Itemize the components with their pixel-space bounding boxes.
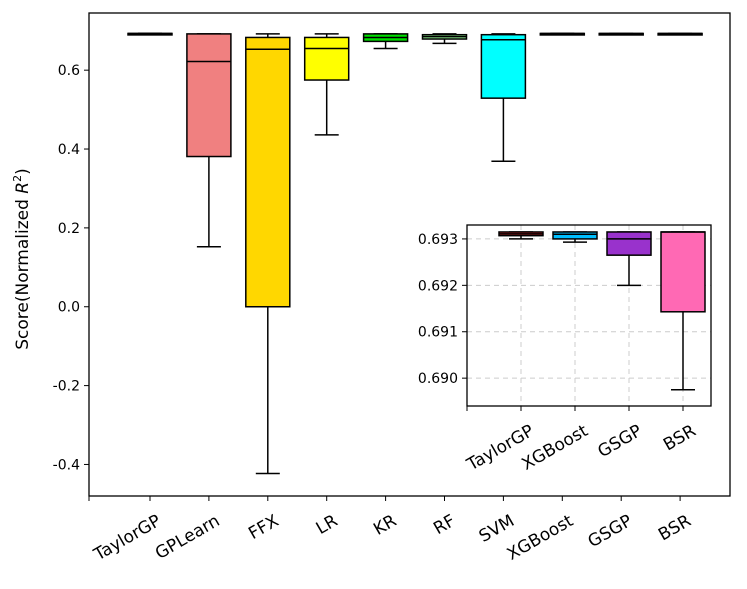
- y-axis-label-suffix: ): [13, 168, 33, 175]
- main-y-tick-label: -0.4: [53, 457, 80, 473]
- inset-box-gsgp: [606, 231, 652, 287]
- main-y-tick-label: 0.4: [58, 142, 80, 158]
- main-box-lr: [303, 33, 350, 136]
- main-box-rf: [421, 33, 468, 45]
- main-y-tick-label: 0.6: [58, 63, 80, 79]
- inset-axes-frame: [466, 224, 712, 407]
- main-box-gplearn: [186, 33, 232, 248]
- main-axes-frame: [88, 12, 731, 497]
- inset-box-xgboost: [552, 231, 598, 243]
- main-box-kr: [362, 33, 409, 50]
- inset-y-tick-label: 0.693: [418, 232, 458, 248]
- inset-box-body: [606, 231, 652, 256]
- main-y-tick-label: 0.0: [58, 300, 80, 316]
- main-box-body: [303, 36, 350, 81]
- main-box-body: [245, 36, 291, 308]
- main-y-tick-label: 0.2: [58, 221, 80, 237]
- main-box-taylorgp: [127, 32, 173, 36]
- y-axis-label-symbol: R: [13, 182, 33, 194]
- inset-box-taylorgp: [498, 231, 544, 240]
- main-box-svm: [480, 33, 527, 163]
- main-box-gsgp: [598, 32, 644, 36]
- main-box-body: [480, 33, 527, 99]
- y-axis-label-prefix: Score(Normalized: [13, 194, 33, 350]
- y-axis-label: Score(Normalized R2): [11, 168, 33, 350]
- inset-box-body: [660, 231, 706, 313]
- main-box-xgboost: [539, 32, 586, 36]
- inset-box-body: [552, 231, 598, 240]
- inset-box-bsr: [660, 231, 706, 391]
- main-box-body: [186, 33, 232, 158]
- main-box-bsr: [657, 32, 703, 36]
- y-axis-label-superscript: 2: [11, 175, 24, 182]
- main-box-ffx: [245, 33, 291, 475]
- inset-y-tick-label: 0.692: [418, 278, 458, 294]
- inset-y-tick-label: 0.690: [418, 371, 458, 387]
- inset-y-tick-label: 0.691: [418, 325, 458, 341]
- main-y-tick-label: -0.2: [53, 379, 80, 395]
